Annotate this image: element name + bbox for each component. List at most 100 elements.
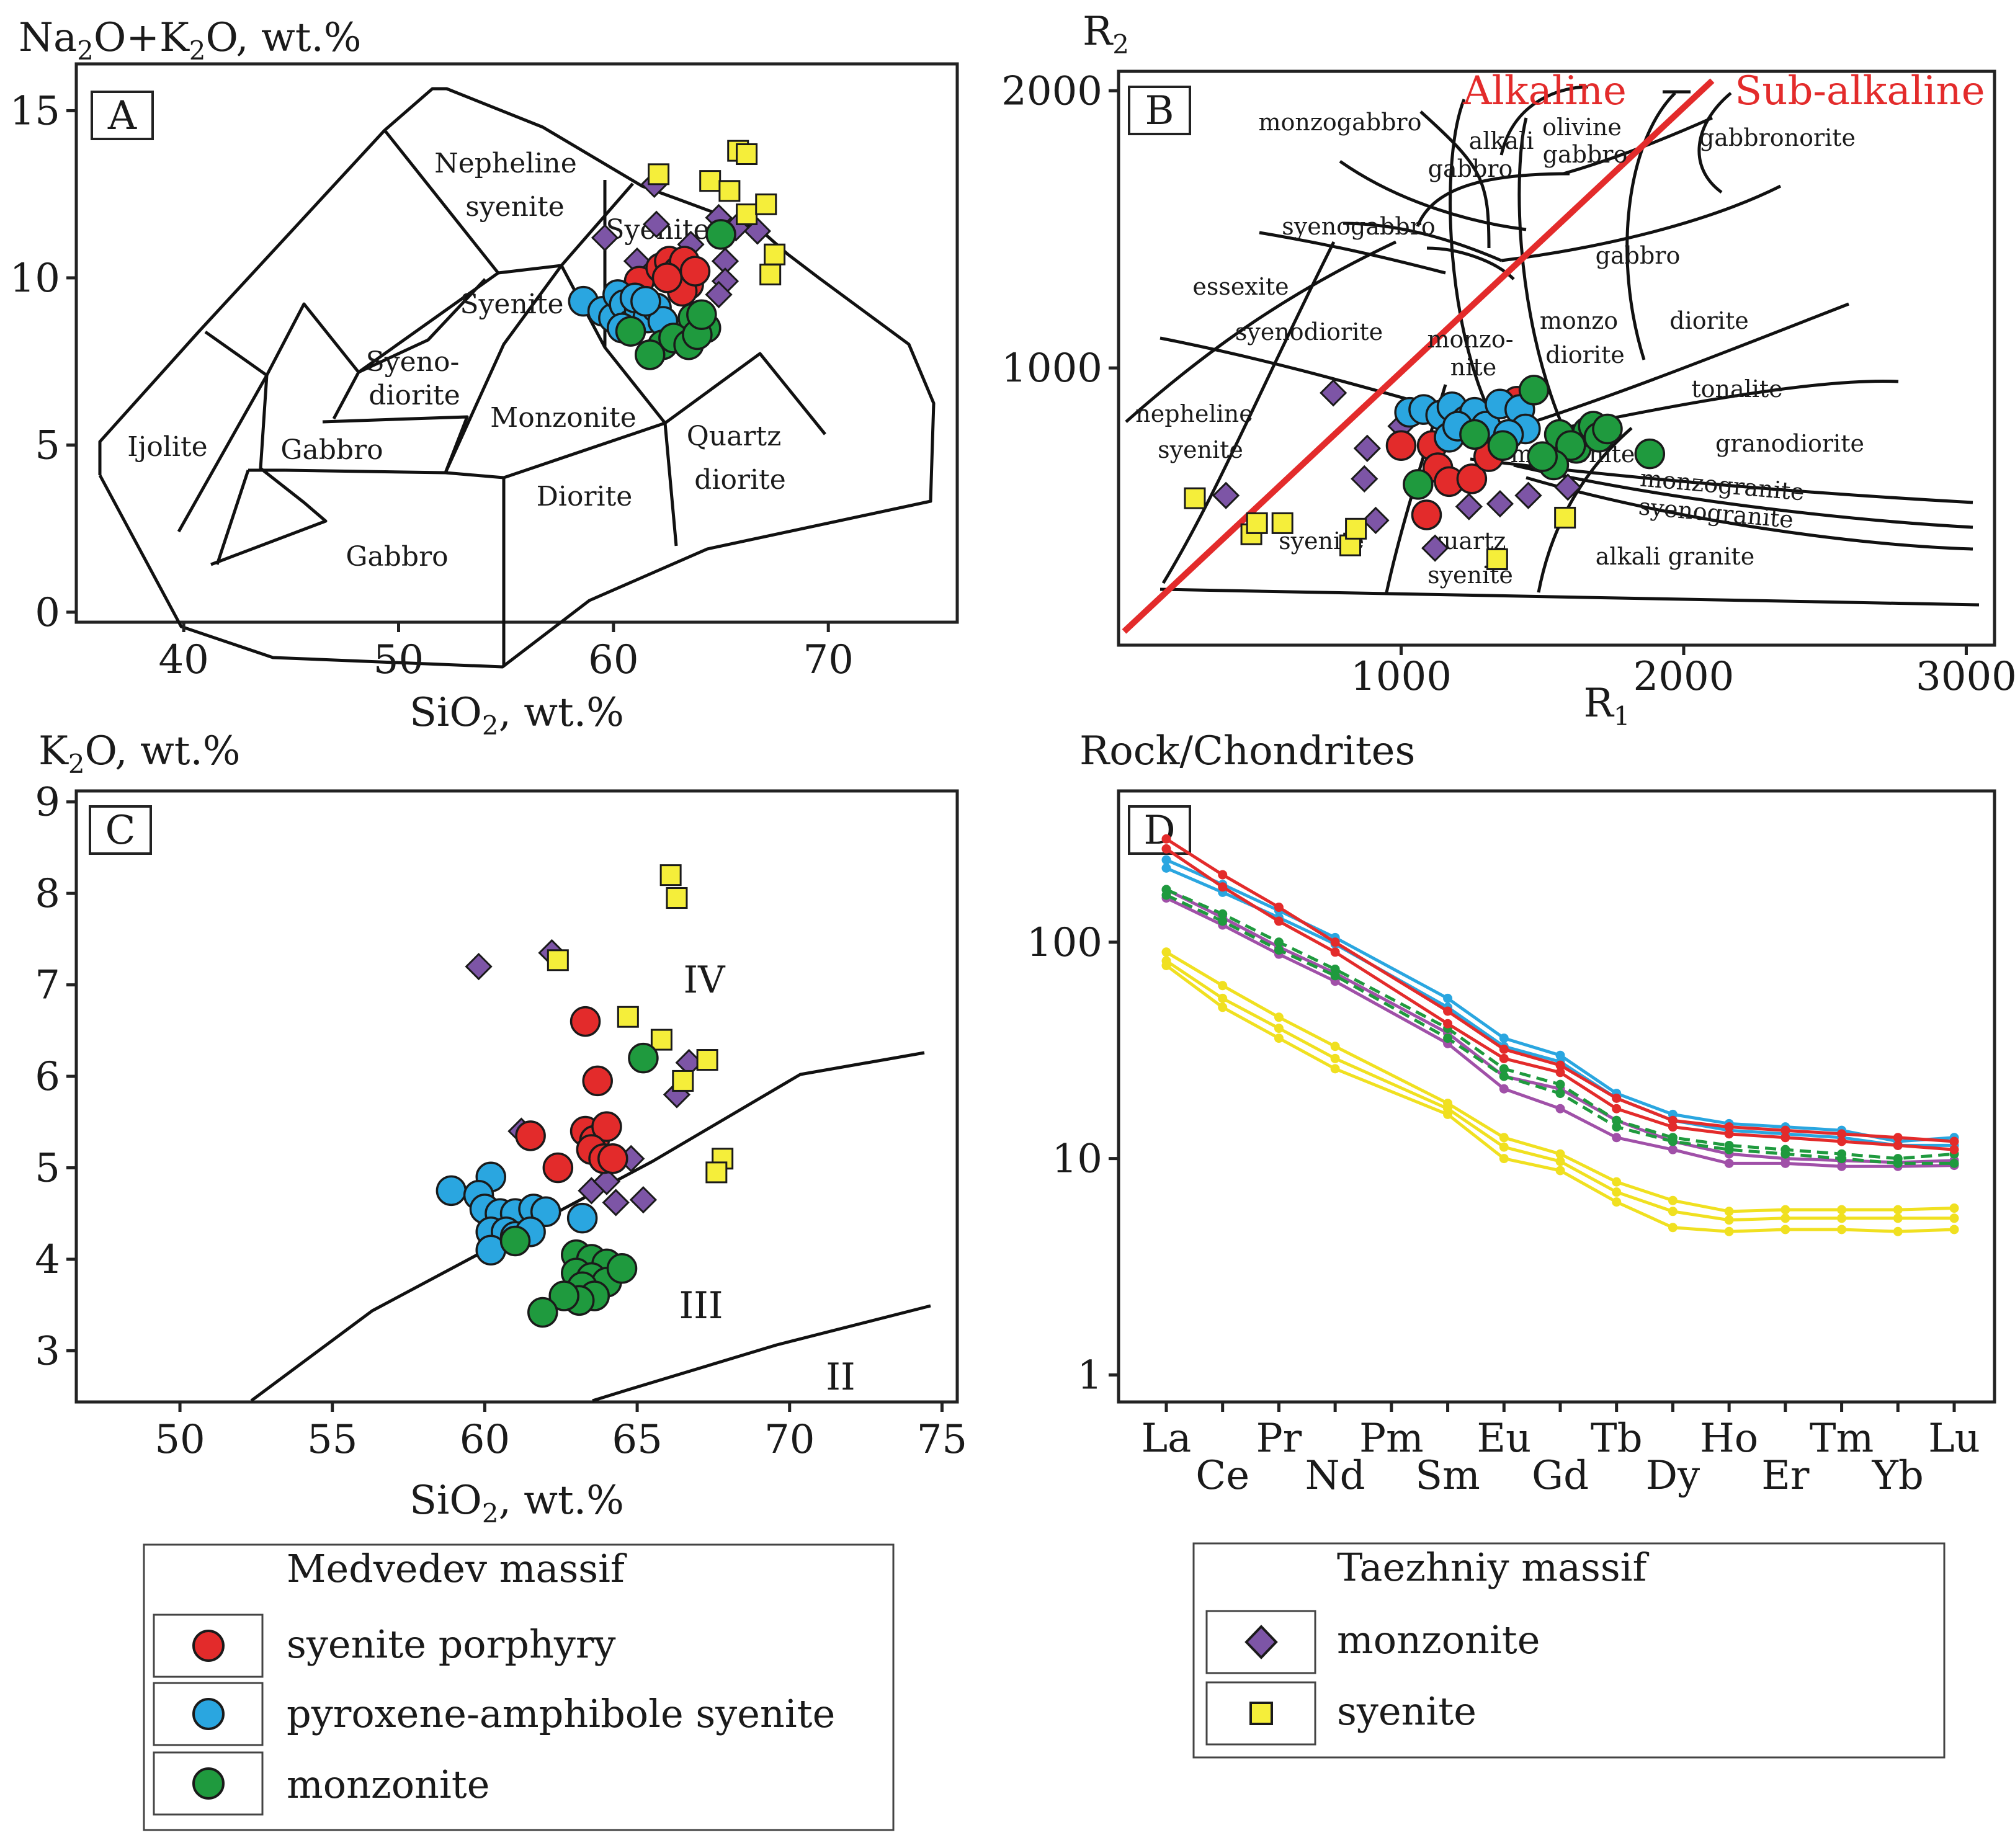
ree-point: [1274, 1024, 1284, 1033]
ree-point: [1668, 1145, 1678, 1154]
field-label: granodiorite: [1715, 430, 1864, 457]
ree-point: [1499, 1071, 1509, 1081]
syenite-taezhniy-point: [1345, 517, 1367, 540]
syenite-taezhniy-point: [1271, 512, 1293, 534]
monzonite-taezhniy-point: [1514, 481, 1542, 509]
panel-d-ree-spider: D Rock/Chondrites 1 10 100 LaCePrNdPmSmEuGd…: [1027, 728, 1996, 1499]
x-tick-label: 75: [917, 1417, 967, 1463]
field-label: Diorite: [537, 481, 633, 512]
ree-point: [1837, 1136, 1847, 1146]
ree-point: [1274, 945, 1284, 955]
legend-symbol-taezh-monzonite: [1244, 1625, 1278, 1659]
ree-point: [1274, 1012, 1284, 1022]
x-tick-label: Lu: [1928, 1416, 1980, 1462]
monzonite-medvedev-point: [1592, 413, 1623, 445]
panel-b-r1r2-diagram: B R2 R1: [1001, 9, 2015, 731]
monzonite-taezhniy-point: [743, 217, 772, 245]
panel-c-k2o-silica: C K2O, wt.% SiO2, wt.% IV III II 50 55 60 6…: [35, 728, 967, 1529]
x-tick-label: Er: [1761, 1453, 1810, 1499]
tas-boundary-9: [215, 470, 250, 565]
ree-line-syenite-taezhniy: [1165, 950, 1955, 1213]
ree-point: [1218, 882, 1228, 892]
legend-medvedev-heading: Medvedev massif: [287, 1546, 627, 1591]
legend-label: monzonite: [1337, 1617, 1540, 1663]
monzonite-medvedev-point: [548, 1280, 579, 1311]
panel-d-plot-frame: [1117, 789, 1996, 1404]
ree-point: [1555, 1089, 1565, 1099]
ree-point: [1724, 1145, 1734, 1154]
field-label: gabbronorite: [1699, 124, 1856, 151]
ree-point: [1893, 1226, 1903, 1236]
ree-point: [1724, 1207, 1734, 1216]
panel-c-y-axis-label: K2O, wt.%: [38, 728, 241, 779]
ree-point: [1780, 1225, 1790, 1234]
ree-point: [1893, 1133, 1903, 1143]
pyroxene-amphibole-syenite-point: [630, 285, 661, 317]
monzonite-medvedev-point: [1487, 430, 1519, 462]
series-field-label: III: [679, 1284, 723, 1328]
ree-point: [1949, 1158, 1959, 1168]
tas-boundary-2: [204, 330, 328, 566]
monzonite-taezhniy-point: [1362, 506, 1390, 535]
x-tick-label: Pr: [1256, 1416, 1302, 1462]
series-field-label: II: [826, 1355, 855, 1399]
syenite-porphyry-point: [591, 1111, 622, 1142]
monzonite-taezhniy-point: [642, 210, 671, 238]
x-tick-label: Dy: [1646, 1453, 1700, 1499]
ree-point: [1780, 1213, 1790, 1223]
ree-point: [1612, 1122, 1622, 1132]
x-tick-label: Yb: [1872, 1453, 1924, 1499]
y-tick-label: 5: [35, 422, 60, 468]
ree-point: [1668, 1207, 1678, 1216]
panel-d-y-axis-label: Rock/Chondrites: [1079, 728, 1415, 774]
monzonite-medvedev-point: [705, 219, 736, 250]
syenite-porphyry-point: [679, 256, 711, 287]
ree-point: [1837, 1213, 1847, 1223]
y-tick-label: 0: [35, 590, 60, 636]
x-tick-label: 55: [307, 1417, 357, 1463]
r1r2-boundary: [1563, 116, 1713, 176]
monzonite-medvedev-point: [499, 1225, 531, 1257]
monzonite-taezhniy-point: [602, 1189, 630, 1216]
r1r2-boundary: [1159, 587, 1980, 607]
ree-point: [1668, 1122, 1678, 1132]
field-label: alkali granite: [1596, 543, 1754, 570]
r1r2-boundary: [1419, 110, 1491, 249]
legend-label: syenite: [1337, 1689, 1477, 1734]
ree-point: [1949, 1136, 1959, 1146]
legend-label: pyroxene-amphibole syenite: [287, 1691, 835, 1736]
ree-point: [1837, 1225, 1847, 1234]
field-label: diorite: [369, 380, 460, 411]
syenite-taezhniy-point: [672, 1069, 694, 1092]
ree-point: [1499, 1053, 1509, 1063]
ree-point: [1499, 1044, 1509, 1054]
panel-c-x-axis-label: SiO2, wt.%: [409, 1478, 624, 1529]
syenite-taezhniy-point: [659, 864, 682, 886]
field-label: Gabbro: [280, 434, 383, 466]
y-tick-label: 7: [35, 963, 60, 1009]
ree-point: [1443, 1033, 1453, 1043]
ree-point: [1274, 1033, 1284, 1043]
ree-point: [1161, 834, 1171, 844]
field-label: monzo-: [1427, 326, 1513, 353]
tas-boundary-13: [663, 422, 678, 547]
syenite-taezhniy-point: [1554, 506, 1576, 529]
field-label: Quartz: [687, 421, 782, 452]
ree-point: [1161, 947, 1171, 957]
ree-point: [1330, 937, 1340, 947]
y-tick-label: 10: [1052, 1136, 1102, 1182]
x-tick-label: Tm: [1810, 1416, 1874, 1462]
monzonite-medvedev-point: [1634, 438, 1666, 470]
ree-point: [1555, 1068, 1565, 1078]
field-label: syenogabbro: [1282, 213, 1435, 240]
syenite-porphyry-point: [597, 1143, 628, 1174]
x-tick-label: Gd: [1532, 1453, 1589, 1499]
ree-point: [1780, 1149, 1790, 1159]
syenite-taezhniy-point: [617, 1006, 639, 1028]
field-label: syenodiorite: [1235, 318, 1383, 346]
syenite-taezhniy-point: [547, 949, 569, 971]
syenite-taezhniy-point: [764, 243, 786, 266]
panel-d-letter: D: [1143, 808, 1175, 854]
ree-point: [1218, 993, 1228, 1003]
monzonite-medvedev-point: [1527, 441, 1558, 472]
